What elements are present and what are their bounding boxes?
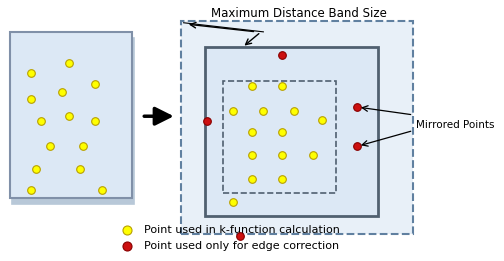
Text: Maximum Distance Band Size: Maximum Distance Band Size [211,7,387,20]
Text: Mirrored Points: Mirrored Points [416,120,494,130]
Bar [13,38,135,204]
Bar [205,48,379,216]
Bar [181,21,413,234]
Text: Point used in k-function calculation: Point used in k-function calculation [144,226,340,235]
Bar [10,32,132,198]
Bar [223,81,336,193]
Text: Point used only for edge correction: Point used only for edge correction [144,241,339,251]
